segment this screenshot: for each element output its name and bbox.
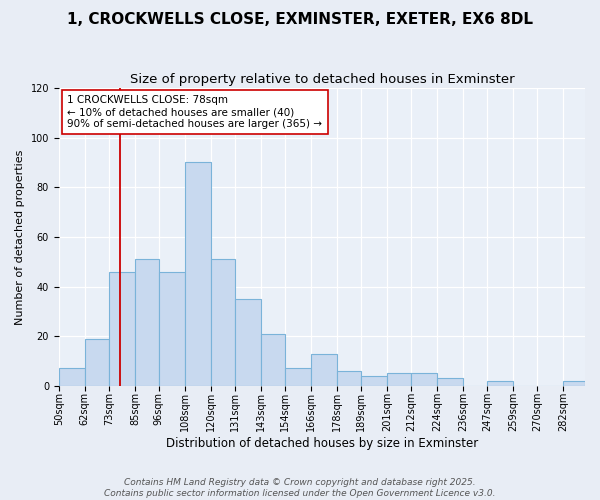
Bar <box>487 381 513 386</box>
Bar <box>235 299 261 386</box>
Bar <box>311 354 337 386</box>
Bar <box>211 260 235 386</box>
Bar <box>563 381 585 386</box>
Bar <box>361 376 387 386</box>
Title: Size of property relative to detached houses in Exminster: Size of property relative to detached ho… <box>130 72 514 86</box>
Bar <box>185 162 211 386</box>
Text: 1 CROCKWELLS CLOSE: 78sqm
← 10% of detached houses are smaller (40)
90% of semi-: 1 CROCKWELLS CLOSE: 78sqm ← 10% of detac… <box>67 96 322 128</box>
Bar <box>411 374 437 386</box>
Text: Contains HM Land Registry data © Crown copyright and database right 2025.
Contai: Contains HM Land Registry data © Crown c… <box>104 478 496 498</box>
X-axis label: Distribution of detached houses by size in Exminster: Distribution of detached houses by size … <box>166 437 478 450</box>
Text: 1, CROCKWELLS CLOSE, EXMINSTER, EXETER, EX6 8DL: 1, CROCKWELLS CLOSE, EXMINSTER, EXETER, … <box>67 12 533 28</box>
Bar <box>109 272 135 386</box>
Bar <box>285 368 311 386</box>
Bar <box>159 272 185 386</box>
Bar <box>337 371 361 386</box>
Bar <box>135 260 159 386</box>
Bar <box>437 378 463 386</box>
Bar <box>85 338 109 386</box>
Bar <box>59 368 85 386</box>
Bar <box>387 374 411 386</box>
Y-axis label: Number of detached properties: Number of detached properties <box>15 149 25 324</box>
Bar <box>261 334 285 386</box>
